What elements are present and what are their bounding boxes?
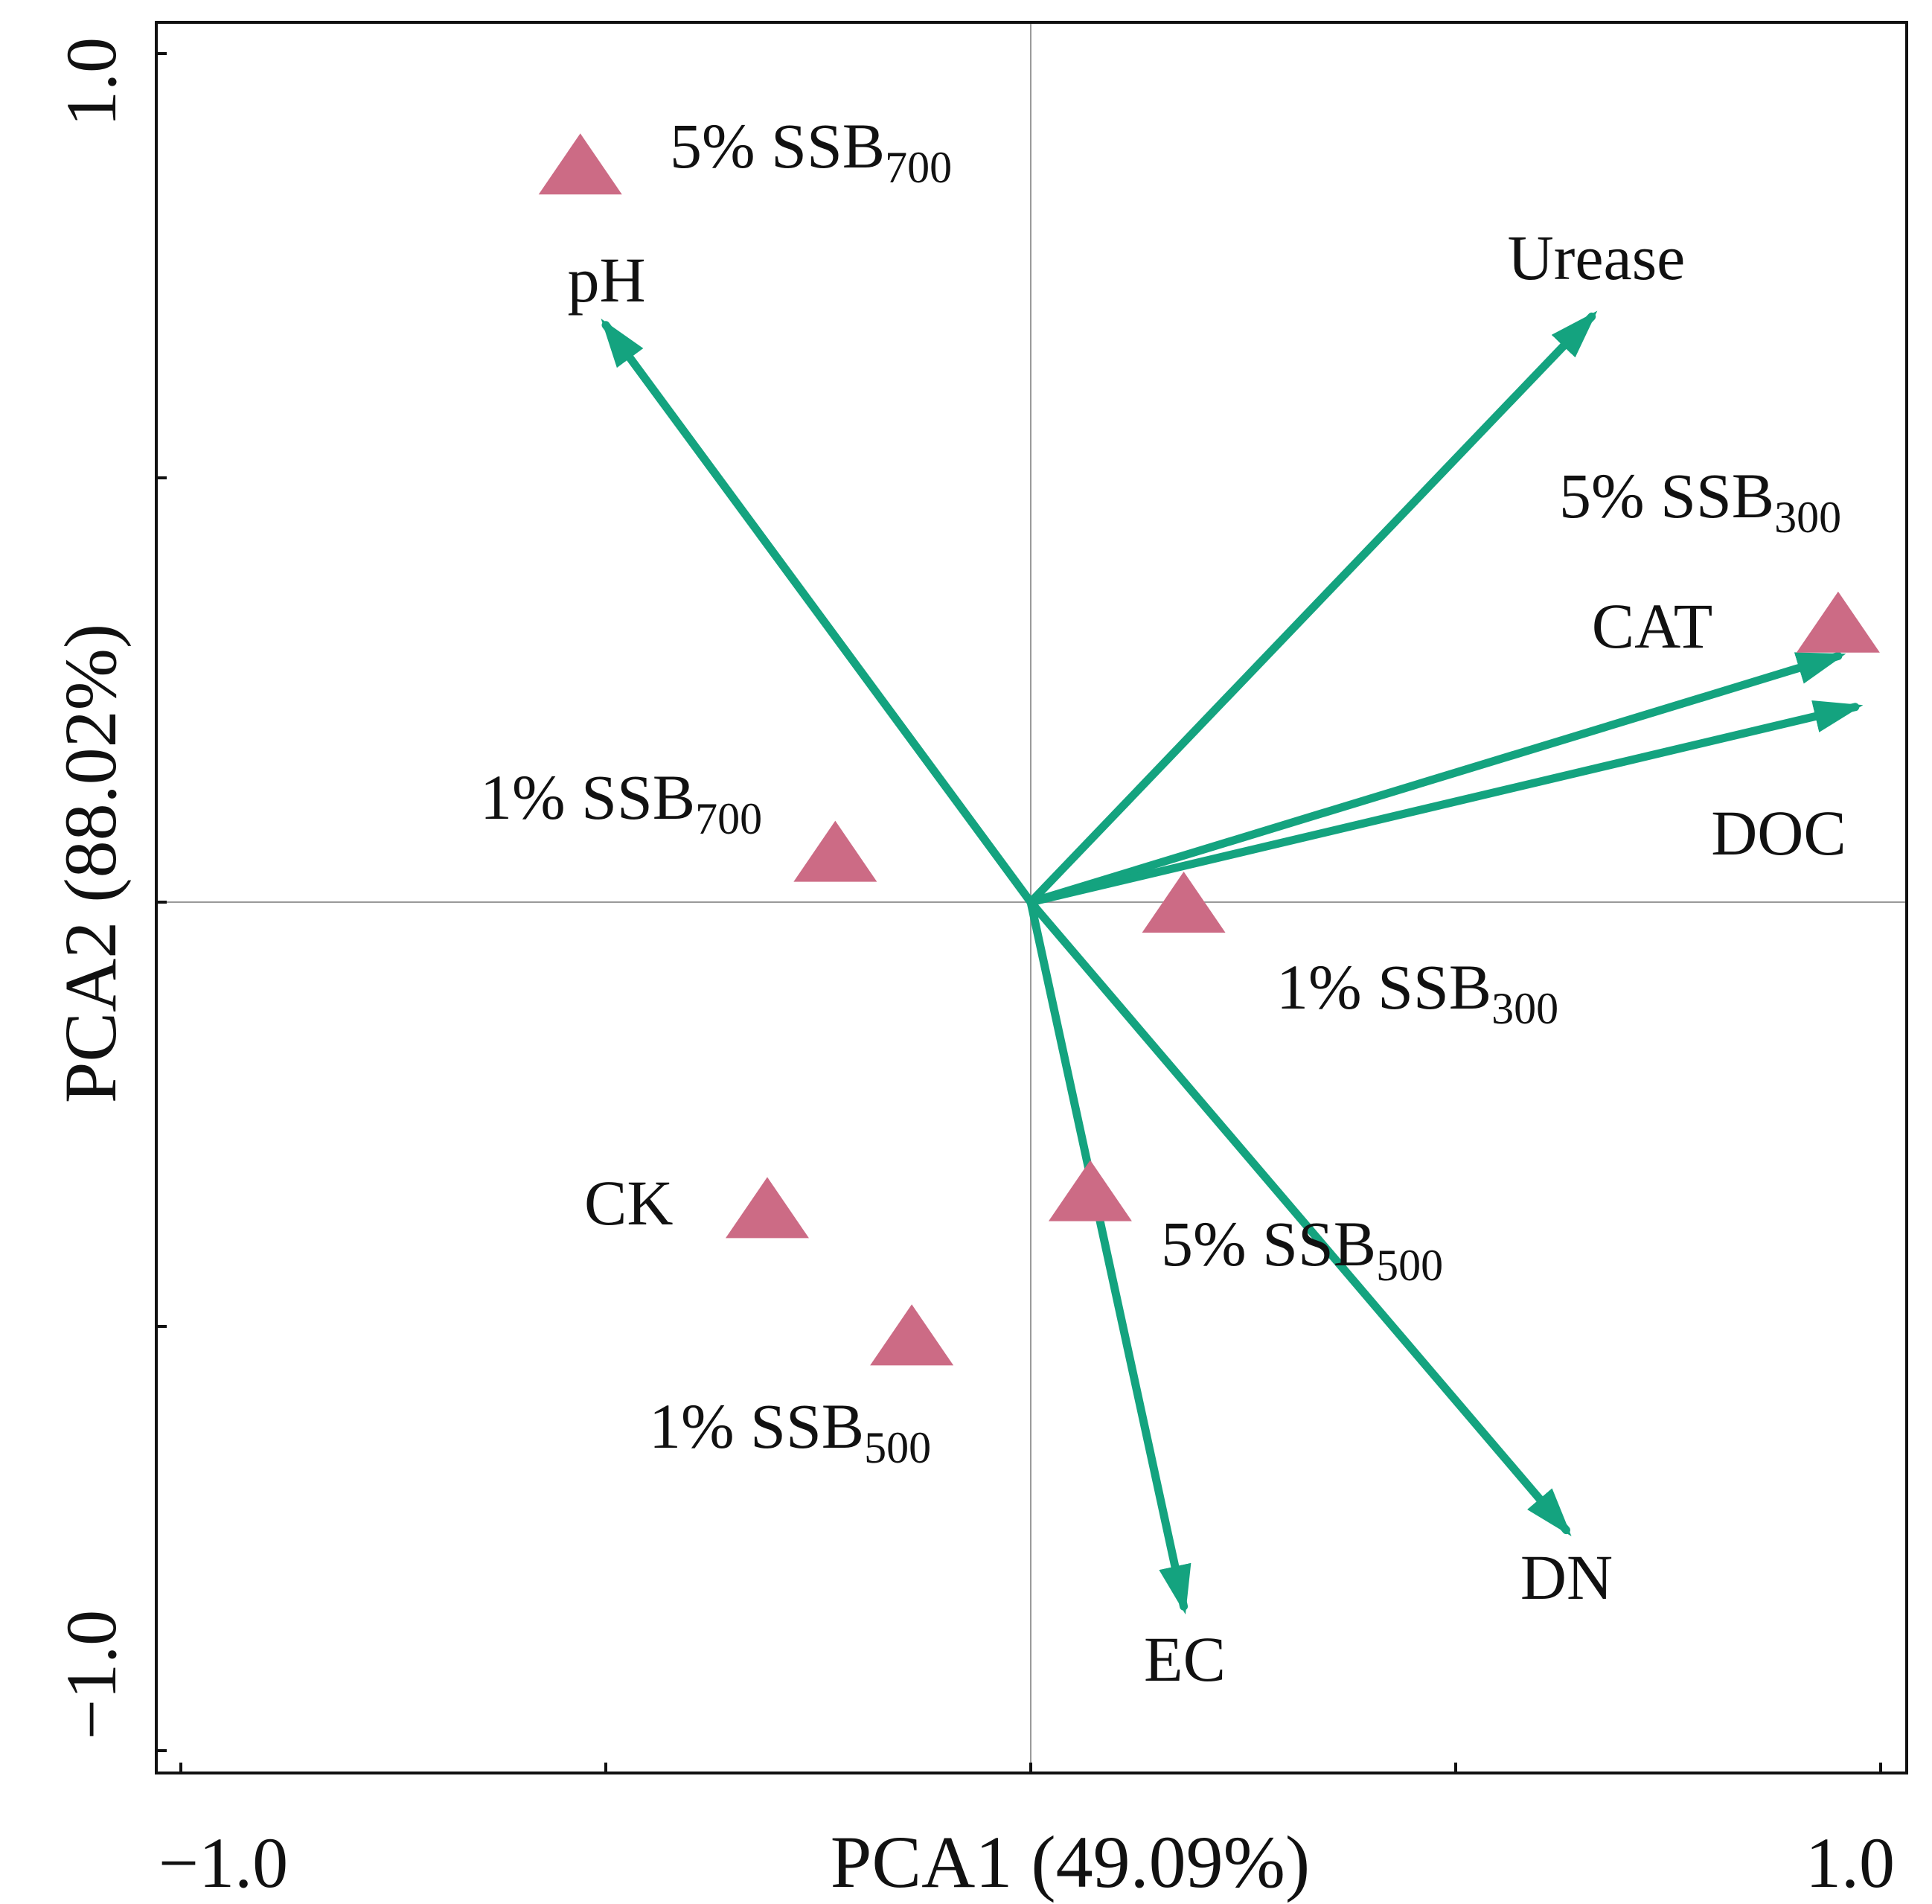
x-tick-label-max: 1.0 <box>1805 1823 1895 1903</box>
vector-urease <box>1026 310 1598 907</box>
vector-label-urease: Urease <box>1508 222 1686 293</box>
sample-points <box>538 133 1880 1366</box>
sample-label-2: 5% SSB300 <box>1559 460 1841 542</box>
sample-label-4: CK <box>584 1167 673 1239</box>
vector-label-dn: DN <box>1520 1542 1613 1613</box>
vector-dn <box>1026 898 1572 1536</box>
x-tick-label-min: −1.0 <box>159 1823 288 1903</box>
x-axis-title: PCA1 (49.09%) <box>831 1821 1310 1903</box>
vector-ec <box>1026 898 1191 1614</box>
sample-point-2 <box>1796 591 1880 653</box>
sample-point-4 <box>725 1177 809 1239</box>
sample-point-5 <box>1048 1160 1132 1221</box>
vector-label-doc: DOC <box>1711 797 1846 869</box>
y-tick-label-max: 1.0 <box>51 37 131 127</box>
vector-label-cat: CAT <box>1592 590 1712 662</box>
sample-point-3 <box>1142 872 1226 933</box>
sample-point-6 <box>870 1304 954 1366</box>
sample-label-3: 1% SSB300 <box>1276 951 1558 1033</box>
y-axis-title: PCA2 (88.02%) <box>49 624 132 1103</box>
sample-label-0: 5% SSB700 <box>670 110 952 192</box>
chart-labels: pH Urease CAT DOC DN EC 5% SSB700 1% SSB700 5% S… <box>480 110 1846 1695</box>
axis-ticks <box>156 52 1882 1773</box>
sample-label-5: 5% SSB500 <box>1161 1208 1443 1290</box>
sample-label-6: 1% SSB500 <box>649 1390 931 1472</box>
sample-label-1: 1% SSB700 <box>480 761 762 843</box>
sample-point-1 <box>793 820 877 882</box>
vector-label-ph: pH <box>567 244 645 316</box>
y-tick-label-min: −1.0 <box>51 1610 131 1740</box>
sample-point-0 <box>538 133 622 195</box>
vector-label-ec: EC <box>1144 1623 1226 1695</box>
loading-vectors <box>601 310 1864 1614</box>
vector-ph <box>601 318 1035 907</box>
vector-cat <box>1026 651 1846 907</box>
vector-doc <box>1026 700 1864 907</box>
